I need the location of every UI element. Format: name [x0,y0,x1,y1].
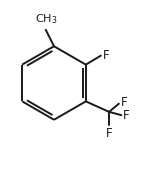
Text: F: F [123,109,130,122]
Text: F: F [106,127,112,140]
Text: F: F [121,96,127,109]
Text: F: F [103,49,110,62]
Text: CH$_3$: CH$_3$ [34,12,57,26]
